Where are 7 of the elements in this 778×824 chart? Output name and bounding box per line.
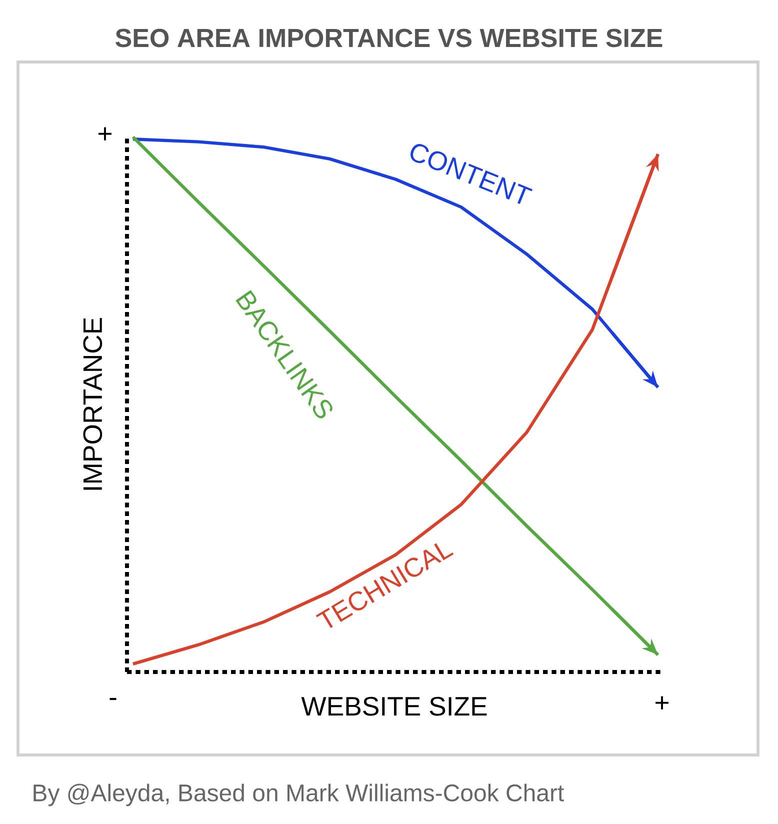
x-axis-title: WEBSITE SIZE — [301, 696, 487, 716]
text: By @Aleyda, Based on Mark Williams-Cook Chart — [34, 784, 564, 806]
text: + — [98, 127, 112, 140]
y-axis-title: IMPORTANCE — [83, 318, 102, 490]
text: + — [656, 696, 668, 710]
text: - — [110, 698, 116, 700]
chart-title: SEO AREA IMPORTANCE VS WEBSITE SIZE — [116, 28, 662, 48]
